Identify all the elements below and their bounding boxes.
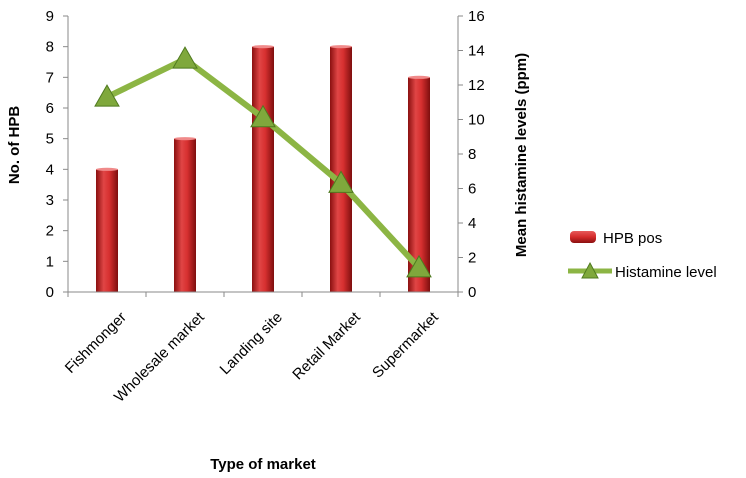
y2-axis-title: Mean histamine levels (ppm) <box>513 53 530 257</box>
histamine-point <box>406 254 432 278</box>
legend: HPB pos Histamine level <box>568 230 717 281</box>
histamine-point <box>94 84 120 107</box>
y2-tick-label: 10 <box>468 112 485 129</box>
legend-item-hpb: HPB pos <box>570 230 662 247</box>
bar <box>174 138 196 292</box>
bar <box>252 46 274 292</box>
y2-tick-label: 0 <box>468 284 476 301</box>
y-tick-label: 0 <box>46 284 54 301</box>
bar-cap <box>174 137 196 141</box>
bar-series-hpb <box>96 45 430 292</box>
line-series-histamine <box>94 46 432 278</box>
y-tick-label: 7 <box>46 69 54 86</box>
y2-tick-label: 6 <box>468 181 476 198</box>
histamine-point <box>250 104 276 128</box>
x-category-label: Landing site <box>217 309 286 378</box>
y-tick-label: 4 <box>46 161 54 178</box>
y2-tick-label: 16 <box>468 8 485 25</box>
y2-tick-label: 8 <box>468 146 476 163</box>
histamine-point <box>172 46 198 69</box>
y2-tick-label: 4 <box>468 215 476 232</box>
legend-swatch-hpb <box>570 231 596 243</box>
bar-cap <box>252 45 274 49</box>
bar <box>330 46 352 292</box>
x-category-label: Fishmonger <box>62 309 130 377</box>
y-tick-label: 1 <box>46 253 54 270</box>
bar-cap <box>330 45 352 49</box>
bar-cap <box>408 75 430 79</box>
y-axis-title: No. of HPB <box>6 106 23 184</box>
y-tick-label: 5 <box>46 131 54 148</box>
x-category-label: Retail Market <box>289 308 364 383</box>
bar <box>408 77 430 292</box>
bar-cap <box>96 167 118 171</box>
legend-label-hpb: HPB pos <box>603 230 662 247</box>
y2-tick-label: 12 <box>468 77 485 94</box>
y-tick-label: 9 <box>46 8 54 25</box>
legend-item-histamine: Histamine level <box>568 261 717 281</box>
y-tick-label: 2 <box>46 223 54 240</box>
y2-tick-label: 2 <box>468 250 476 267</box>
y-tick-label: 8 <box>46 39 54 56</box>
y2-tick-label: 14 <box>468 43 485 60</box>
y-tick-label: 3 <box>46 192 54 209</box>
x-category-label: Supermarket <box>369 308 442 381</box>
histamine-point <box>328 170 354 193</box>
legend-label-histamine: Histamine level <box>615 264 717 281</box>
x-axis-title: Type of market <box>210 456 316 473</box>
bar <box>96 169 118 292</box>
legend-marker-histamine <box>581 261 599 279</box>
y-tick-label: 6 <box>46 100 54 117</box>
